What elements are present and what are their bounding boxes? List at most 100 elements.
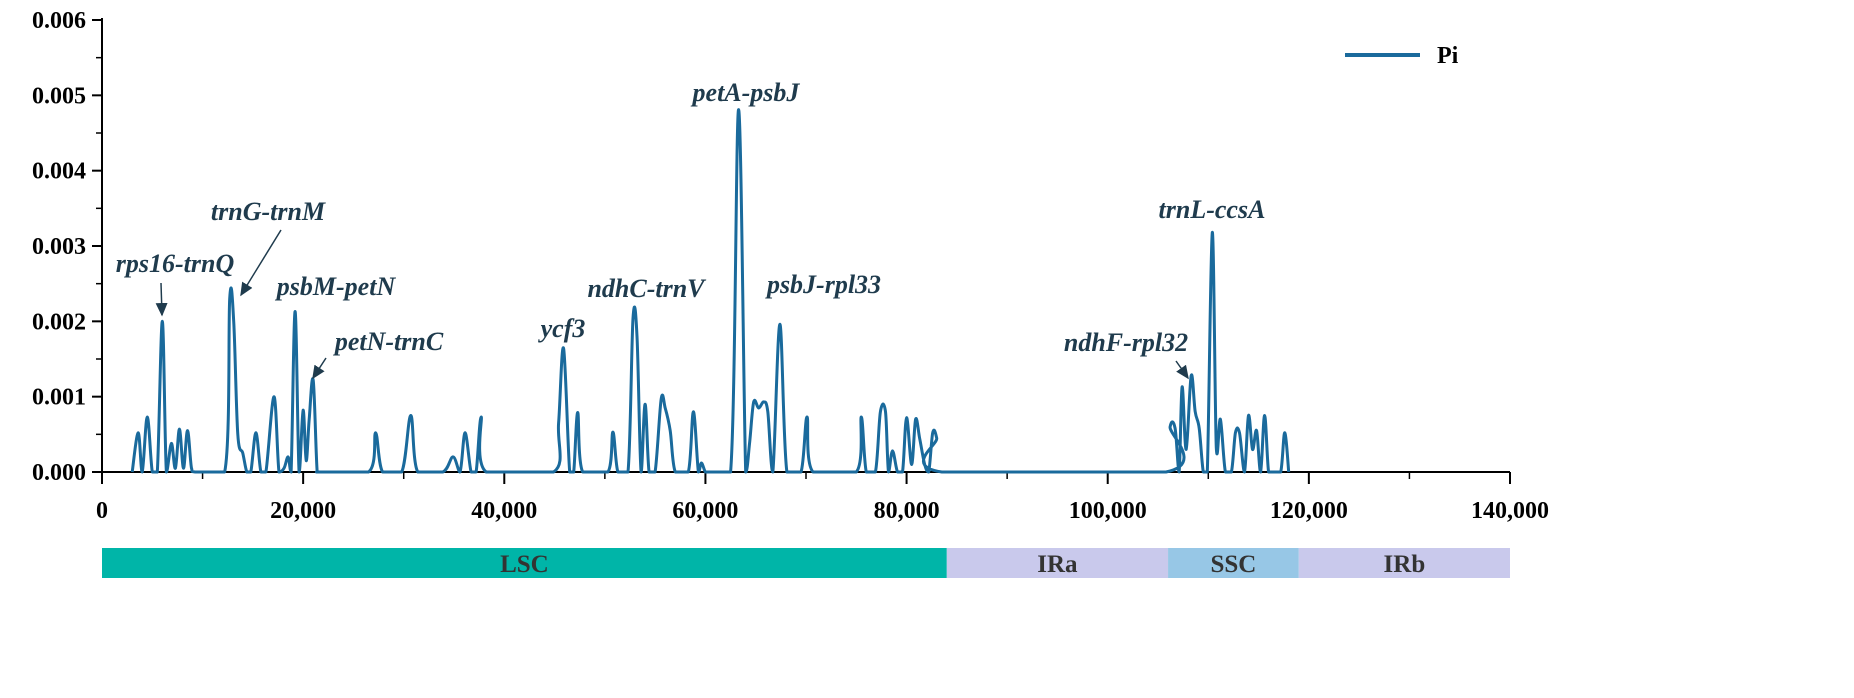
- data-point: [1248, 415, 1250, 417]
- y-tick-label: 0.006: [32, 8, 86, 34]
- data-point: [1169, 426, 1171, 428]
- data-point: [674, 471, 676, 473]
- data-point: [1264, 415, 1266, 417]
- peak-label-psbm-petn: psbM-petN: [275, 272, 397, 301]
- data-point: [558, 422, 560, 424]
- data-point: [582, 471, 584, 473]
- region-ssc: [1168, 548, 1299, 578]
- data-point: [1178, 471, 1180, 473]
- data-point: [265, 471, 267, 473]
- data-point: [855, 471, 857, 473]
- data-point: [305, 460, 307, 462]
- peak-label-ndhf-rpl32: ndhF-rpl32: [1064, 328, 1188, 357]
- data-point: [577, 411, 579, 413]
- region-ira: [946, 548, 1169, 578]
- data-point: [316, 471, 318, 473]
- y-tick-label: 0.003: [32, 234, 86, 260]
- data-point: [137, 432, 139, 434]
- data-point: [401, 471, 403, 473]
- data-point: [1234, 432, 1236, 434]
- data-point: [246, 471, 248, 473]
- data-point: [368, 471, 370, 473]
- x-tick-label: 100,000: [1069, 498, 1147, 524]
- data-point: [573, 471, 575, 473]
- region-label-ssc: SSC: [1210, 551, 1256, 578]
- data-point: [879, 411, 881, 413]
- data-point: [1284, 432, 1286, 434]
- data-point: [806, 416, 808, 418]
- y-axis: 0.000 0.001 0.002 0.003 0.004 0.005 0.006: [32, 8, 103, 486]
- data-point: [302, 409, 304, 411]
- data-point: [237, 433, 239, 435]
- peak-label-trng-trnm: trnG-trnM: [211, 197, 326, 226]
- data-point: [632, 317, 634, 319]
- data-point: [1194, 411, 1196, 413]
- data-point: [242, 452, 244, 454]
- data-point: [410, 415, 412, 417]
- data-point: [607, 471, 609, 473]
- data-point: [730, 471, 732, 473]
- data-point: [697, 471, 699, 473]
- peak-arrow: [240, 229, 282, 297]
- x-axis: 0 20,000 40,000 60,000 80,000 100,000 120,000 1…: [96, 471, 1549, 524]
- data-point: [459, 471, 461, 473]
- region-label-ira: IRa: [1037, 551, 1078, 578]
- data-point: [170, 442, 172, 444]
- data-point: [941, 471, 943, 473]
- data-point: [902, 471, 904, 473]
- data-point: [1280, 471, 1282, 473]
- series-line-pi: [130, 108, 1291, 474]
- x-tick-label: 60,000: [672, 498, 738, 524]
- data-point: [1230, 471, 1232, 473]
- data-point: [669, 430, 671, 432]
- data-point: [233, 320, 235, 322]
- legend-label: Pi: [1437, 43, 1459, 69]
- data-point: [648, 471, 650, 473]
- data-point: [151, 471, 153, 473]
- data-point: [928, 471, 930, 473]
- data-point: [1288, 471, 1290, 473]
- data-point: [915, 418, 917, 420]
- data-point: [375, 432, 377, 434]
- y-tick-label: 0.004: [32, 159, 86, 185]
- data-point: [640, 471, 642, 473]
- data-point: [1215, 447, 1217, 449]
- data-point: [278, 471, 280, 473]
- data-point: [860, 416, 862, 418]
- region-lsc: [102, 548, 947, 578]
- peak-label-psbj-rpl33: psbJ-rpl33: [765, 270, 881, 299]
- y-tick-label: 0.000: [32, 460, 86, 486]
- data-point: [161, 320, 163, 322]
- data-point: [178, 428, 180, 430]
- data-point: [569, 471, 571, 473]
- data-point: [779, 323, 781, 325]
- data-point: [1174, 427, 1176, 429]
- data-point: [786, 471, 788, 473]
- data-point: [417, 471, 419, 473]
- data-point: [260, 471, 262, 473]
- data-point: [906, 417, 908, 419]
- peak-arrow: [155, 282, 168, 317]
- data-point: [229, 298, 231, 300]
- data-point: [1238, 432, 1240, 434]
- data-point: [753, 401, 755, 403]
- annotation-layer: rps16-trnQ trnG-trnM psbM-petN petN-trnC ycf…: [116, 78, 1265, 380]
- data-point: [1165, 471, 1167, 473]
- genome-region-bar: LSC IRa SSC IRb: [102, 548, 1510, 578]
- peak-arrow: [312, 357, 327, 380]
- data-point: [919, 437, 921, 439]
- data-point: [308, 418, 310, 420]
- x-tick-label: 40,000: [471, 498, 537, 524]
- data-point: [165, 471, 167, 473]
- data-point: [687, 471, 689, 473]
- data-point: [475, 471, 477, 473]
- y-tick-label: 0.002: [32, 309, 86, 335]
- data-point: [273, 396, 275, 398]
- data-point: [290, 471, 292, 473]
- data-point: [1185, 448, 1187, 450]
- data-point: [745, 471, 747, 473]
- data-point: [298, 471, 300, 473]
- data-point: [700, 462, 702, 464]
- data-point: [224, 471, 226, 473]
- peak-label-ndhc-trnv: ndhC-trnV: [587, 274, 707, 303]
